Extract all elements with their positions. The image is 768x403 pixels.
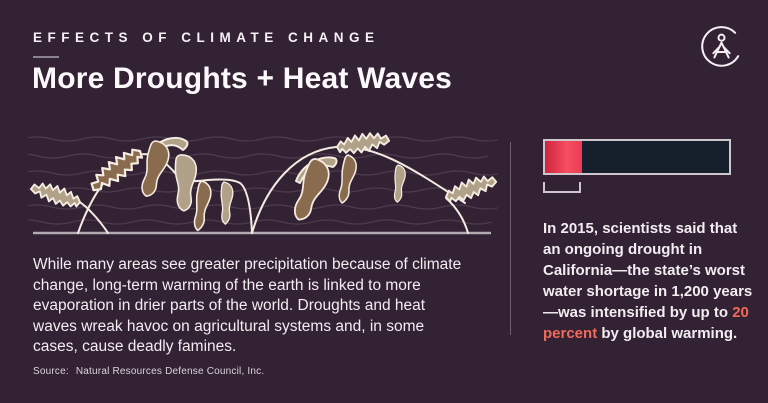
bar-segment-bracket <box>543 182 581 193</box>
callout-text: In 2015, scientists said that an ongoing… <box>543 218 753 344</box>
vertical-divider <box>510 142 511 335</box>
kicker-underline <box>33 56 59 58</box>
wilting-plants-illustration <box>28 129 498 235</box>
kicker: EFFECTS OF CLIMATE CHANGE <box>33 30 380 45</box>
callout-text-before: In 2015, scientists said that an ongoing… <box>543 220 753 321</box>
bar-segment-warming <box>545 141 582 173</box>
source-label: Source: <box>33 366 69 377</box>
stacked-bar <box>543 139 731 175</box>
page-title: More Droughts + Heat Waves <box>32 62 453 95</box>
source-credit: Source: Natural Resources Defense Council… <box>33 366 264 377</box>
plant-leaves <box>28 129 498 232</box>
highlight-20-percent: 20 percent <box>543 304 749 342</box>
body-paragraph: While many areas see greater precipitati… <box>33 256 462 355</box>
source-text: Natural Resources Defense Council, Inc. <box>75 366 265 377</box>
drought-intensity-chart <box>543 139 731 193</box>
callout-text-after: by global warming. <box>597 325 738 342</box>
brand-logo-icon <box>701 26 740 67</box>
